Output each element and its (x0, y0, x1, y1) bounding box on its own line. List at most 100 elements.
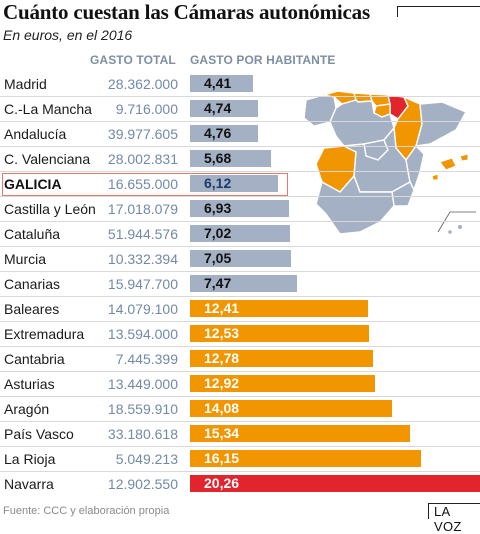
row-separator (0, 471, 480, 472)
per-capita-bar-fill (190, 75, 253, 92)
row-separator (0, 171, 480, 172)
row-region-label: Asturias (4, 376, 55, 392)
map-region-baleares (439, 157, 457, 171)
row-region-label: Baleares (4, 301, 60, 317)
table-row: Extremadura 13.594.000 12,53 (0, 322, 480, 347)
highlight-box (2, 173, 288, 196)
per-capita-value-label: 6,12 (204, 175, 232, 191)
row-total-spending: 28.002.831 (107, 151, 178, 167)
row-region-label: C. Valenciana (4, 151, 91, 167)
row-region-label: C.-La Mancha (4, 101, 92, 117)
per-capita-bar-fill (190, 275, 297, 292)
row-total-spending: 14.079.100 (107, 301, 178, 317)
row-total-spending: 18.559.910 (107, 401, 178, 417)
table-row: Andalucía 39.977.605 4,76 (0, 122, 480, 147)
table-row: C.-La Mancha 9.716.000 4,74 (0, 97, 480, 122)
row-total-spending: 15.947.700 (107, 276, 178, 292)
row-total-spending: 51.944.576 (107, 226, 178, 242)
per-capita-value-label: 20,26 (204, 475, 240, 491)
per-capita-value-label: 12,78 (204, 350, 240, 366)
chart-rows: Madrid 28.362.000 4,41 C.-La Mancha 9.716.00… (0, 72, 480, 497)
row-total-spending: 12.902.550 (107, 476, 178, 492)
table-row: Castilla y León 17.018.079 6,93 (0, 197, 480, 222)
spain-map (303, 90, 476, 235)
row-total-spending: 13.594.000 (107, 326, 178, 342)
per-capita-value-label: 4,76 (204, 125, 232, 141)
table-row: Navarra 12.902.550 20,26 (0, 472, 480, 497)
row-region-label: Canarias (4, 276, 61, 292)
per-capita-bar-fill (190, 125, 258, 142)
per-capita-bar (190, 375, 375, 392)
per-capita-bar (190, 275, 297, 292)
per-capita-bar (190, 125, 258, 142)
per-capita-value-label: 15,34 (204, 425, 240, 441)
row-region-label: Murcia (4, 251, 47, 267)
row-total-spending: 5.049.213 (115, 451, 178, 467)
table-row: Cataluña 51.944.576 7,02 (0, 222, 480, 247)
per-capita-bar (190, 225, 290, 242)
per-capita-bar-fill (190, 175, 278, 192)
per-capita-value-label: 7,02 (204, 225, 232, 241)
per-capita-bar (190, 325, 369, 342)
row-total-spending: 16.655.000 (107, 176, 178, 192)
row-total-spending: 39.977.605 (107, 126, 178, 142)
row-separator (0, 346, 480, 347)
table-row: La Rioja 5.049.213 16,15 (0, 447, 480, 472)
row-region-label: GALICIA (4, 176, 62, 192)
title-rule (397, 6, 480, 17)
row-region-label: Cataluña (4, 226, 61, 242)
row-total-spending: 10.332.394 (107, 251, 178, 267)
row-region-label: La Rioja (4, 451, 56, 467)
per-capita-value-label: 7,47 (204, 275, 232, 291)
per-capita-value-label: 12,53 (204, 325, 240, 341)
per-capita-bar-fill (190, 225, 290, 242)
row-separator (0, 396, 480, 397)
per-capita-value-label: 4,74 (204, 100, 232, 116)
per-capita-value-label: 12,41 (204, 300, 240, 316)
row-separator (0, 221, 480, 222)
per-capita-bar-fill (190, 200, 289, 217)
per-capita-bar-fill (190, 250, 291, 267)
source-note: Fuente: CCC y elaboración propia (3, 505, 170, 517)
brand-logo: LA VOZ (434, 504, 462, 534)
row-separator (0, 121, 480, 122)
row-region-label: Cantabria (4, 351, 65, 367)
per-capita-value-label: 12,92 (204, 375, 240, 391)
table-row: Cantabria 7.445.399 12,78 (0, 347, 480, 372)
row-total-spending: 13.449.000 (107, 376, 178, 392)
row-region-label: Castilla y León (4, 201, 96, 217)
row-total-spending: 28.362.000 (107, 76, 178, 92)
per-capita-bar (190, 350, 373, 367)
per-capita-bar-fill (190, 150, 271, 167)
row-separator (0, 296, 480, 297)
table-row: C. Valenciana 28.002.831 5,68 (0, 147, 480, 172)
row-region-label: Aragón (4, 401, 50, 417)
per-capita-bar (190, 475, 480, 492)
per-capita-value-label: 4,41 (204, 75, 232, 91)
per-capita-bar (190, 425, 410, 442)
row-total-spending: 7.445.399 (115, 351, 178, 367)
table-row: Aragón 18.559.910 14,08 (0, 397, 480, 422)
row-region-label: País Vasco (4, 426, 74, 442)
row-total-spending: 33.180.618 (107, 426, 178, 442)
map-region-andalucia (315, 174, 395, 235)
table-row: Baleares 14.079.100 12,41 (0, 297, 480, 322)
per-capita-value-label: 5,68 (204, 150, 232, 166)
per-capita-bar (190, 175, 278, 192)
table-row: Asturias 13.449.000 12,92 (0, 372, 480, 397)
row-total-spending: 17.018.079 (107, 201, 178, 217)
per-capita-bar (190, 250, 291, 267)
row-region-label: Extremadura (4, 326, 85, 342)
table-row: Canarias 15.947.700 7,47 (0, 272, 480, 297)
column-header-per-capita: GASTO POR HABITANTE (190, 53, 336, 67)
row-region-label: Madrid (4, 76, 47, 92)
row-separator (0, 421, 480, 422)
chart-subtitle: En euros, en el 2016 (3, 27, 133, 43)
per-capita-value-label: 6,93 (204, 200, 232, 216)
table-row: Madrid 28.362.000 4,41 (0, 72, 480, 97)
row-separator (0, 96, 480, 97)
per-capita-bar (190, 100, 258, 117)
per-capita-bar (190, 75, 253, 92)
map-region-cataluna (415, 101, 467, 147)
row-separator (0, 196, 480, 197)
